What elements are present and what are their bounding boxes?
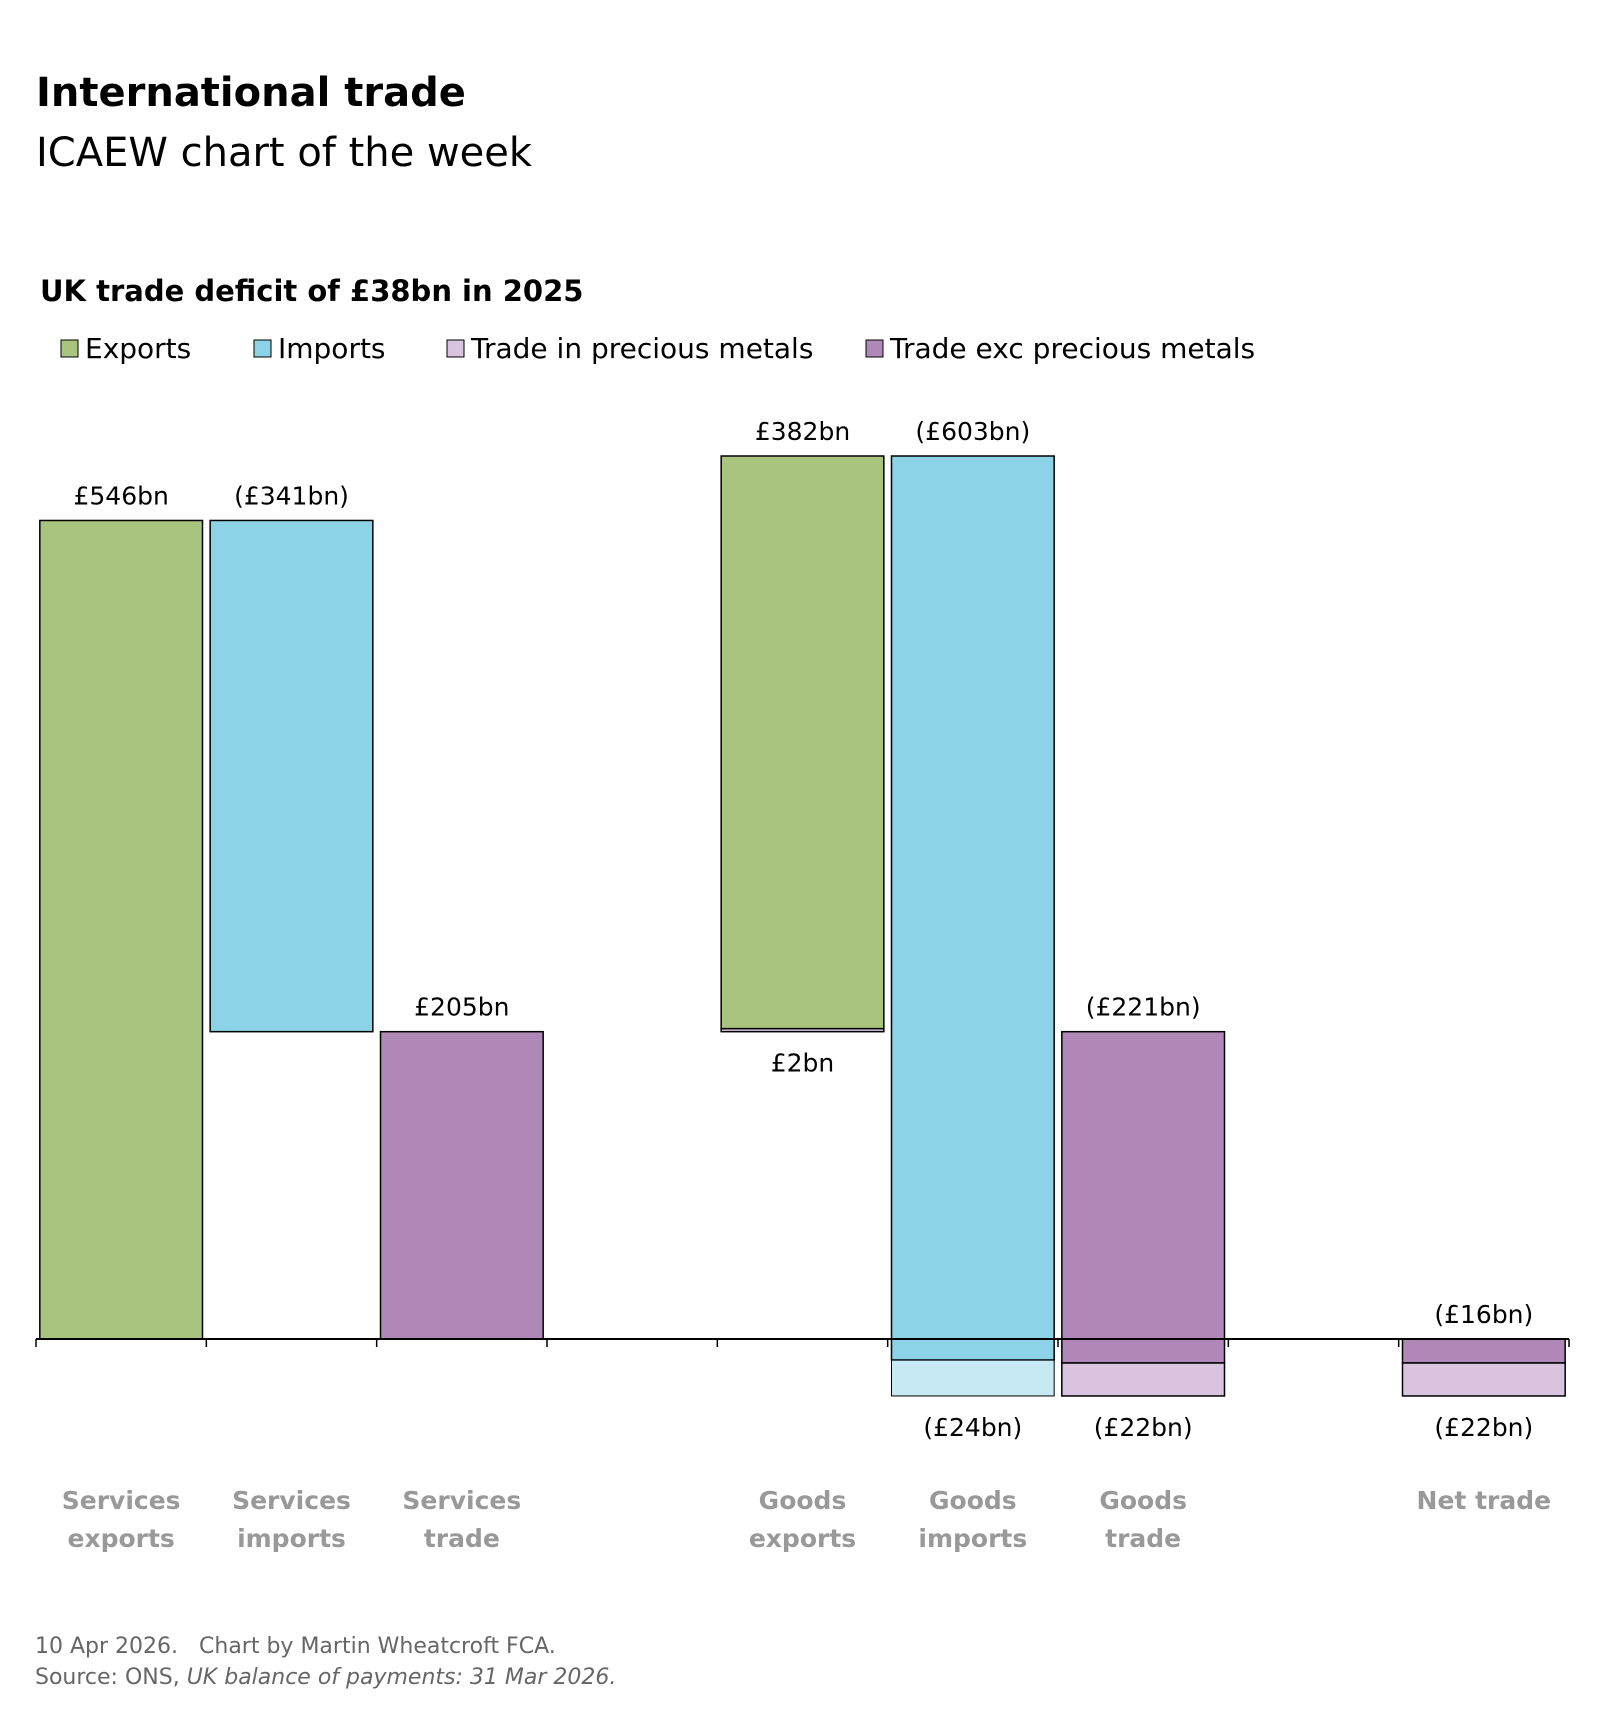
legend-swatch xyxy=(446,339,465,358)
page-title: International trade xyxy=(36,70,466,116)
bar xyxy=(720,455,885,1030)
value-label: £205bn xyxy=(414,993,509,1022)
bar xyxy=(1061,1030,1226,1364)
value-label: (£16bn) xyxy=(1434,1300,1533,1329)
legend-swatch xyxy=(60,339,79,358)
x-tick-label: Goods exports xyxy=(748,1486,857,1553)
legend-label: Exports xyxy=(85,332,191,365)
value-label: (£221bn) xyxy=(1086,993,1201,1022)
chart-title: UK trade deficit of £38bn in 2025 xyxy=(40,274,584,308)
x-tick-label: Services imports xyxy=(232,1486,351,1553)
footer-line: 10 Apr 2026. Chart by Martin Wheatcroft … xyxy=(35,1634,556,1659)
bar-segment xyxy=(1061,1362,1226,1397)
x-tick-label: Net trade xyxy=(1416,1486,1552,1515)
value-label: (£22bn) xyxy=(1094,1413,1193,1442)
x-tick-label: Goods imports xyxy=(918,1486,1028,1553)
legend-label: Imports xyxy=(278,332,386,365)
bar xyxy=(379,1030,544,1340)
x-tick-label: Services trade xyxy=(402,1486,522,1553)
bar-segment xyxy=(720,1027,885,1033)
x-tick-label: Services exports xyxy=(61,1486,181,1553)
footer-date: 10 Apr 2026. xyxy=(35,1634,179,1659)
bar xyxy=(890,455,1055,1361)
value-label: (£22bn) xyxy=(1434,1413,1533,1442)
source-title: UK balance of payments: 31 Mar 2026. xyxy=(186,1665,617,1690)
bar xyxy=(209,519,374,1033)
bar-segment xyxy=(1401,1362,1566,1397)
value-label: (£603bn) xyxy=(915,417,1030,446)
value-label: £2bn xyxy=(771,1049,835,1078)
legend-label: Trade in precious metals xyxy=(470,332,813,365)
bar-segment xyxy=(890,1359,1055,1397)
value-label: (£341bn) xyxy=(234,481,349,510)
legend-swatch xyxy=(253,339,272,358)
value-label: £382bn xyxy=(755,417,850,446)
legend-swatch xyxy=(865,339,884,358)
bar xyxy=(39,519,204,1340)
bar xyxy=(1401,1338,1566,1364)
source-prefix: Source: ONS, xyxy=(35,1665,180,1690)
x-tick-label: Goods trade xyxy=(1099,1486,1187,1553)
source-line: Source: ONS, UK balance of payments: 31 … xyxy=(35,1665,616,1690)
legend-label: Trade exc precious metals xyxy=(889,332,1255,365)
page-subtitle: ICAEW chart of the week xyxy=(36,130,533,176)
value-label: (£24bn) xyxy=(923,1413,1022,1442)
footer-credit: Chart by Martin Wheatcroft FCA. xyxy=(199,1634,556,1659)
value-label: £546bn xyxy=(73,481,168,510)
